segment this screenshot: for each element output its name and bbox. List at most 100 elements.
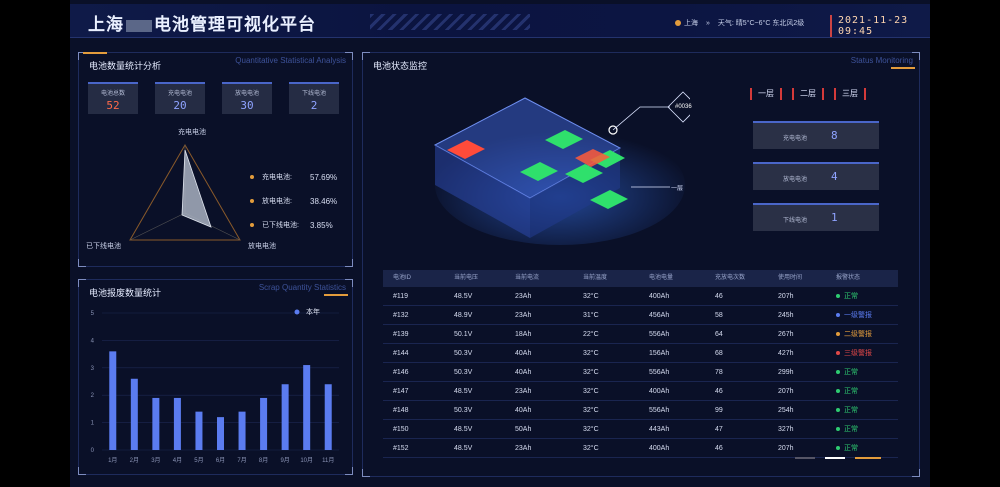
- page-indicator[interactable]: [795, 457, 815, 459]
- table-row[interactable]: #132 48.9V 23Ah 31°C 456Ah 58 245h 一级警报: [383, 306, 898, 325]
- alarm-status: 正常: [826, 363, 898, 381]
- y-tick-label: 5: [91, 311, 95, 317]
- status-card-label: 放电电池: [783, 177, 808, 183]
- x-tick-label: 7月: [237, 457, 246, 464]
- column-header: 使用时间: [778, 275, 803, 281]
- table-cell: 48.5V: [454, 426, 473, 433]
- summary-card-discharging[interactable]: 放电电池 30: [222, 82, 272, 114]
- legend-value: 57.69%: [310, 172, 338, 182]
- title-prefix: 上海: [88, 15, 124, 34]
- table-cell: 23Ah: [515, 312, 532, 319]
- tab-floor-1[interactable]: 一层: [750, 88, 782, 100]
- card-label: 放电电池: [234, 91, 259, 97]
- table-row[interactable]: #152 48.5V 23Ah 32°C 400Ah 46 207h 正常: [383, 439, 898, 458]
- panel-accent: [891, 67, 915, 69]
- alarm-status: 正常: [826, 439, 898, 457]
- x-tick-label: 4月: [173, 457, 182, 464]
- table-cell: 50Ah: [515, 426, 532, 433]
- legend-label: 本年: [306, 307, 320, 316]
- stats-subtitle: Quantitative Statistical Analysis: [235, 56, 346, 65]
- legend-name: 充电电池:: [262, 174, 292, 181]
- table-cell: 556Ah: [649, 407, 670, 414]
- cell-green: [545, 130, 583, 149]
- table-row[interactable]: #139 50.1V 18Ah 22°C 556Ah 64 267h 二级警报: [383, 325, 898, 344]
- table-cell: 23Ah: [515, 388, 532, 395]
- status-dot: [836, 332, 840, 337]
- monitor-title: 电池状态监控: [373, 61, 428, 71]
- redacted-mask: [126, 19, 152, 32]
- legend-value: 3.85%: [310, 220, 333, 230]
- x-tick-label: 5月: [194, 457, 203, 464]
- radar-chart: [129, 144, 241, 241]
- summary-card-charging[interactable]: 充电电池 20: [155, 82, 205, 114]
- x-tick-label: 1月: [108, 457, 117, 464]
- table-cell: 32°C: [583, 369, 599, 376]
- card-value: 30: [240, 99, 254, 112]
- table-row[interactable]: #146 50.3V 40Ah 32°C 556Ah 78 299h 正常: [383, 363, 898, 382]
- header-info: 上海 » 天气: 晴5°C~6°C 东北风2级: [675, 18, 804, 28]
- alarm-status: 正常: [826, 382, 898, 400]
- table-cell: 400Ah: [649, 293, 670, 300]
- table-cell: #144: [393, 350, 409, 357]
- table-cell: #119: [393, 293, 409, 300]
- table-cell: #148: [393, 407, 409, 414]
- radar-frame: [129, 144, 241, 241]
- summary-card-offline[interactable]: 下线电池 2: [289, 82, 339, 114]
- floor-label: 一层: [671, 186, 684, 192]
- table-cell: 32°C: [583, 293, 599, 300]
- table-cell: #152: [393, 445, 409, 452]
- y-tick-label: 0: [91, 448, 95, 454]
- double-chevron-icon: »: [706, 19, 710, 27]
- callout-marker[interactable]: [608, 125, 618, 135]
- bar: [109, 351, 117, 450]
- table-cell: 50.3V: [454, 350, 473, 357]
- table-cell: 207h: [778, 293, 794, 300]
- top-header: 上海 电池管理可视化平台 上海 » 天气: 晴5°C~6°C 东北风2级 2021…: [70, 4, 930, 38]
- x-tick-label: 3月: [151, 457, 160, 464]
- legend-dot: [250, 175, 254, 179]
- alarm-status: 正常: [826, 420, 898, 438]
- column-header: 电池ID: [393, 275, 412, 281]
- table-cell: 40Ah: [515, 350, 532, 357]
- radar-axis-label: 充电电池: [178, 129, 206, 136]
- callout-label: #0036: [675, 104, 692, 110]
- alarm-status: 三级警报: [826, 344, 898, 362]
- page-indicator[interactable]: [855, 457, 881, 459]
- x-tick-label: 8月: [259, 457, 268, 464]
- status-card-discharging[interactable]: 放电电池 4: [753, 162, 879, 190]
- summary-card-total[interactable]: 电池总数 52: [88, 82, 138, 114]
- table-row[interactable]: #144 50.3V 40Ah 32°C 156Ah 68 427h 三级警报: [383, 344, 898, 363]
- legend-name: 已下线电池:: [262, 222, 299, 229]
- status-card-charging[interactable]: 充电电池 8: [753, 121, 879, 149]
- table-row[interactable]: #148 50.3V 40Ah 32°C 556Ah 99 254h 正常: [383, 401, 898, 420]
- table-cell: 18Ah: [515, 331, 532, 338]
- card-label: 下线电池: [301, 91, 326, 97]
- table-cell: 400Ah: [649, 445, 670, 452]
- table-cell: 58: [715, 312, 723, 319]
- alarm-status: 一级警报: [826, 306, 898, 324]
- tab-floor-2[interactable]: 二层: [792, 88, 824, 100]
- legend-item: 已下线电池: 3.85%: [250, 213, 337, 237]
- table-cell: 156Ah: [649, 350, 670, 357]
- page-indicator[interactable]: [825, 457, 845, 459]
- table-cell: 32°C: [583, 407, 599, 414]
- dashboard-screen: 上海 电池管理可视化平台 上海 » 天气: 晴5°C~6°C 东北风2级 2021…: [70, 0, 930, 487]
- legend-item: 放电电池: 38.46%: [250, 189, 337, 213]
- tab-floor-3[interactable]: 三层: [834, 88, 866, 100]
- bar: [152, 397, 160, 450]
- table-row[interactable]: #119 48.5V 23Ah 32°C 400Ah 46 207h 正常: [383, 287, 898, 306]
- table-row[interactable]: #147 48.5V 23Ah 32°C 400Ah 46 207h 正常: [383, 382, 898, 401]
- table-cell: 50.1V: [454, 331, 473, 338]
- table-cell: 50.3V: [454, 369, 473, 376]
- status-card-offline[interactable]: 下线电池 1: [753, 203, 879, 231]
- table-cell: 32°C: [583, 350, 599, 357]
- table-row[interactable]: #150 48.5V 50Ah 32°C 443Ah 47 327h 正常: [383, 420, 898, 439]
- bar: [195, 411, 203, 450]
- table-cell: 23Ah: [515, 293, 532, 300]
- x-tick-label: 6月: [216, 457, 225, 464]
- column-header: 报警状态: [836, 275, 861, 281]
- radar-legend: 充电电池: 57.69% 放电电池: 38.46% 已下线电池: 3.85%: [250, 165, 337, 237]
- card-value: 52: [106, 99, 120, 112]
- table-cell: 267h: [778, 331, 794, 338]
- cell-red: [447, 140, 485, 159]
